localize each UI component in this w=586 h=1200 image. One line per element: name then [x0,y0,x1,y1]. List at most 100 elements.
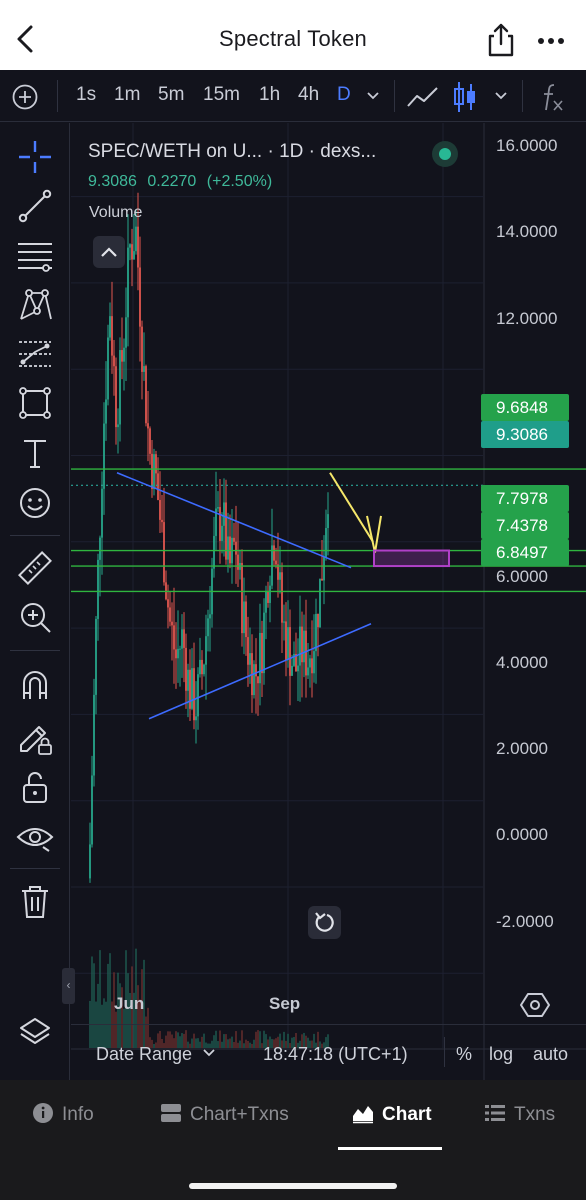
trash-icon[interactable] [15,881,55,921]
candle-body [299,626,301,666]
candle-body [163,522,165,583]
prediction-icon[interactable] [15,334,55,374]
volume-bar [309,1040,311,1048]
volume-bar [249,1042,251,1048]
candle-body [327,514,329,529]
tab-info[interactable]: Info [32,1102,94,1132]
volume-bar [255,1031,257,1048]
candle-body [109,316,111,338]
interval-1h[interactable]: 1h [259,84,281,105]
lock-drawing-icon[interactable] [15,717,55,757]
interval-d-selected[interactable]: D [337,84,351,105]
auto-toggle[interactable]: auto [533,1044,569,1064]
candle-body [241,562,243,634]
candlestick-icon[interactable] [452,80,478,114]
volume-bar [137,985,139,1048]
log-toggle[interactable]: log [489,1044,514,1064]
volume-bar [209,1043,211,1048]
volume-bar [159,1030,161,1048]
price-tick: 12.0000 [496,309,558,328]
candle-body [159,499,161,520]
chevron-down-icon[interactable] [494,90,508,102]
candle-body [119,350,121,425]
candle-body [191,668,193,709]
symbol-legend[interactable]: SPEC/WETH on U... · 1D · dexs... [88,141,377,162]
interval-5m[interactable]: 5m [158,84,185,105]
text-icon[interactable] [15,433,55,473]
candle-body [155,454,157,474]
candle-body [261,632,263,674]
crosshair-icon[interactable] [15,137,55,177]
interval-1s[interactable]: 1s [76,84,97,105]
candle-body [285,621,287,660]
gear-hex-icon[interactable] [520,990,550,1020]
percent-toggle[interactable]: % [456,1044,473,1064]
legend-price: 9.3086 [88,173,137,190]
volume-bar [281,1040,283,1048]
collapse-legend-button[interactable] [93,236,125,268]
candle-body [201,659,203,675]
volume-bar [117,972,119,1048]
reset-icon[interactable] [308,906,341,939]
eye-icon[interactable] [15,817,55,857]
candle-body [161,519,163,523]
candle-body [117,424,119,428]
volume-bar [313,1033,315,1048]
pattern-icon[interactable] [15,285,55,325]
volume-bar [233,1042,235,1048]
price-tick: 2.0000 [496,739,548,758]
volume-bar [121,987,123,1048]
level-badge: 6.8497 [481,539,569,566]
plus-circle-icon[interactable] [11,83,39,111]
volume-bar [195,1038,197,1048]
tab-chart-txns[interactable]: Chart+Txns [160,1102,289,1132]
candle-body [321,578,323,581]
tab-chart[interactable]: Chart [352,1102,432,1132]
volume-bar [279,1033,281,1048]
volume-bar [261,1043,263,1048]
ellipsis-icon[interactable] [534,24,568,58]
candle-body [275,560,277,565]
interval-4h[interactable]: 4h [298,84,320,105]
price-chart[interactable] [71,123,586,1080]
line-chart-icon[interactable] [406,84,440,110]
candle-body [245,601,247,638]
unlock-icon[interactable] [15,767,55,807]
volume-legend[interactable]: Volume [89,204,143,221]
fib-icon[interactable] [15,236,55,276]
candle-body [279,572,281,580]
emoji-icon[interactable] [15,483,55,523]
price-tick: -2.0000 [496,912,554,931]
layers-icon[interactable] [15,1013,55,1053]
candle-body [217,507,219,509]
volume-bar [93,963,95,1048]
volume-bar [219,1030,221,1048]
chevron-down-icon[interactable] [366,90,380,102]
ruler-icon[interactable] [15,548,55,588]
trend-line-icon[interactable] [15,186,55,226]
target-zone-rectangle [373,549,450,568]
interval-15m[interactable]: 15m [203,84,240,105]
volume-bar [247,1040,249,1048]
interval-1m[interactable]: 1m [114,84,141,105]
date-range-button[interactable]: Date Range [96,1044,215,1065]
zoom-in-icon[interactable] [15,597,55,637]
chevron-left-icon[interactable] [10,22,44,56]
share-icon[interactable] [484,22,518,58]
tab-txns[interactable]: Txns [484,1102,555,1132]
candle-body [145,366,147,424]
volume-bar [223,1034,225,1048]
volume-bar [321,1043,323,1048]
level-badge: 7.4378 [481,512,569,539]
volume-bar [149,1037,151,1048]
magnet-icon[interactable] [15,665,55,705]
volume-bar [259,1031,261,1048]
rectangle-icon[interactable] [15,383,55,423]
footer-divider [444,1037,445,1067]
chevron-left-small-icon[interactable]: ‹ [62,968,75,1004]
fx-icon[interactable] [540,82,566,112]
chart-grid [71,123,586,1080]
candle-body [189,669,191,709]
candle-body [95,618,97,695]
page-title: Spectral Token [219,26,367,51]
